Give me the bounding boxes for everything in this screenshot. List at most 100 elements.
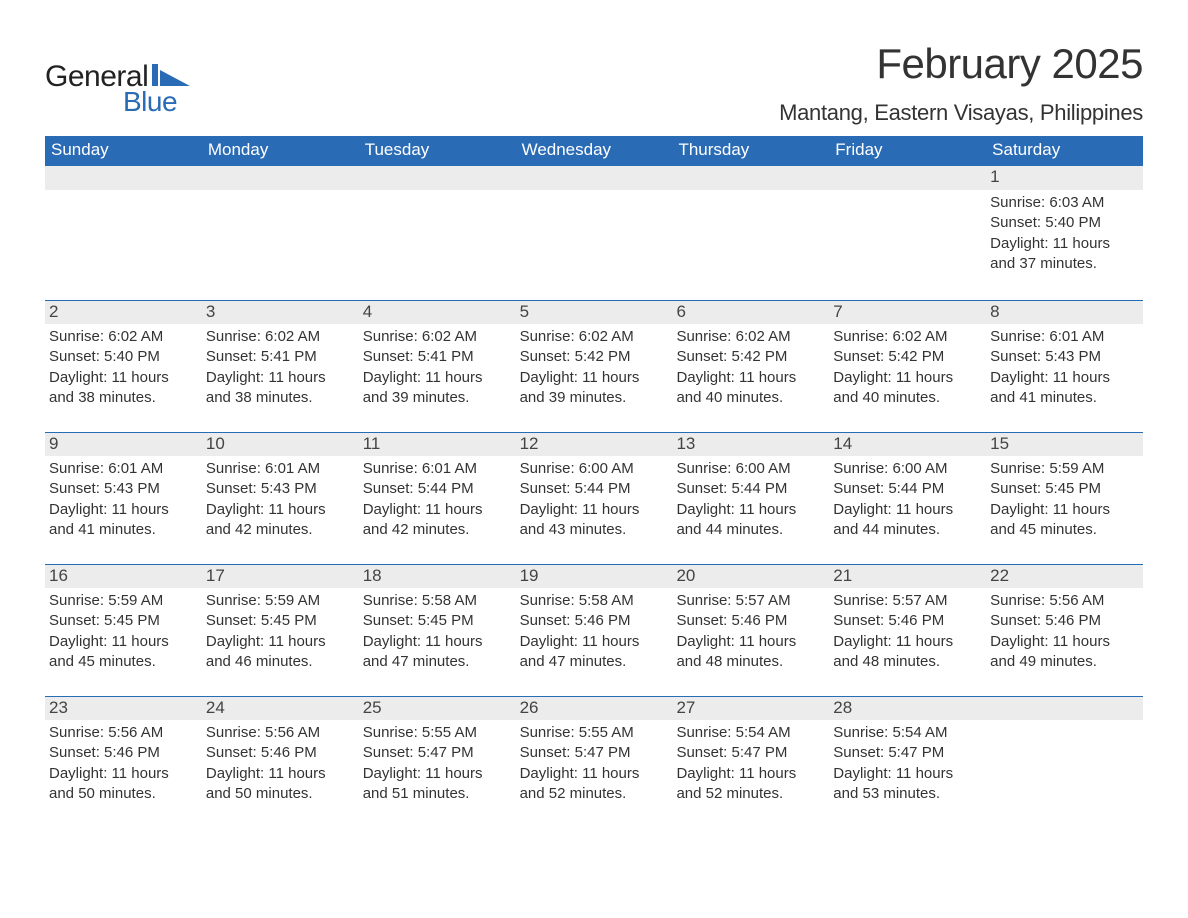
- sunset-text: Sunset: 5:44 PM: [833, 479, 982, 499]
- calendar-page: General Blue February 2025 Mantang, East…: [0, 0, 1188, 918]
- daylight-text: Daylight: 11 hours and 46 minutes.: [206, 632, 355, 673]
- week-row: Sunrise: 5:59 AMSunset: 5:45 PMDaylight:…: [45, 588, 1143, 696]
- day-cell: Sunrise: 5:59 AMSunset: 5:45 PMDaylight:…: [202, 588, 359, 696]
- daylight-text: Daylight: 11 hours and 39 minutes.: [520, 368, 669, 409]
- sunrise-text: Sunrise: 5:59 AM: [206, 591, 355, 611]
- weekday-header: Wednesday: [516, 136, 673, 166]
- sunrise-text: Sunrise: 6:03 AM: [990, 193, 1139, 213]
- daylight-text: Daylight: 11 hours and 49 minutes.: [990, 632, 1139, 673]
- sunrise-text: Sunrise: 6:02 AM: [520, 327, 669, 347]
- sunrise-text: Sunrise: 5:58 AM: [363, 591, 512, 611]
- day-number: 18: [359, 565, 516, 588]
- day-cell: [672, 190, 829, 300]
- logo-text-blue: Blue: [123, 86, 177, 118]
- daylight-text: Daylight: 11 hours and 40 minutes.: [833, 368, 982, 409]
- sunrise-text: Sunrise: 6:02 AM: [363, 327, 512, 347]
- day-number: 22: [986, 565, 1143, 588]
- day-cell: Sunrise: 5:58 AMSunset: 5:46 PMDaylight:…: [516, 588, 673, 696]
- day-cell: Sunrise: 6:02 AMSunset: 5:41 PMDaylight:…: [359, 324, 516, 432]
- daylight-text: Daylight: 11 hours and 45 minutes.: [990, 500, 1139, 541]
- day-number: 26: [516, 697, 673, 720]
- sunset-text: Sunset: 5:42 PM: [676, 347, 825, 367]
- day-cell: Sunrise: 5:55 AMSunset: 5:47 PMDaylight:…: [359, 720, 516, 828]
- daylight-text: Daylight: 11 hours and 50 minutes.: [206, 764, 355, 805]
- sunset-text: Sunset: 5:41 PM: [363, 347, 512, 367]
- sunrise-text: Sunrise: 6:02 AM: [833, 327, 982, 347]
- day-number: 24: [202, 697, 359, 720]
- logo: General Blue: [45, 60, 190, 118]
- week-row: Sunrise: 6:02 AMSunset: 5:40 PMDaylight:…: [45, 324, 1143, 432]
- daylight-text: Daylight: 11 hours and 42 minutes.: [206, 500, 355, 541]
- sunset-text: Sunset: 5:46 PM: [833, 611, 982, 631]
- sunrise-text: Sunrise: 6:02 AM: [49, 327, 198, 347]
- sunrise-text: Sunrise: 5:59 AM: [49, 591, 198, 611]
- day-number: [359, 166, 516, 190]
- day-cell: Sunrise: 5:54 AMSunset: 5:47 PMDaylight:…: [829, 720, 986, 828]
- day-number: 4: [359, 301, 516, 324]
- day-cell: [986, 720, 1143, 828]
- day-number: 9: [45, 433, 202, 456]
- day-cell: Sunrise: 6:00 AMSunset: 5:44 PMDaylight:…: [829, 456, 986, 564]
- day-number: 2: [45, 301, 202, 324]
- day-number-row: 9101112131415: [45, 432, 1143, 456]
- sunset-text: Sunset: 5:46 PM: [206, 743, 355, 763]
- sunset-text: Sunset: 5:46 PM: [520, 611, 669, 631]
- sunrise-text: Sunrise: 5:57 AM: [676, 591, 825, 611]
- day-cell: [359, 190, 516, 300]
- day-cell: Sunrise: 6:02 AMSunset: 5:40 PMDaylight:…: [45, 324, 202, 432]
- day-number: 14: [829, 433, 986, 456]
- day-cell: Sunrise: 5:56 AMSunset: 5:46 PMDaylight:…: [202, 720, 359, 828]
- day-number: 21: [829, 565, 986, 588]
- day-number-row: 232425262728: [45, 696, 1143, 720]
- week-row: Sunrise: 6:01 AMSunset: 5:43 PMDaylight:…: [45, 456, 1143, 564]
- sunset-text: Sunset: 5:45 PM: [990, 479, 1139, 499]
- day-cell: Sunrise: 5:57 AMSunset: 5:46 PMDaylight:…: [672, 588, 829, 696]
- week-row: Sunrise: 5:56 AMSunset: 5:46 PMDaylight:…: [45, 720, 1143, 828]
- day-cell: [829, 190, 986, 300]
- day-cell: Sunrise: 5:57 AMSunset: 5:46 PMDaylight:…: [829, 588, 986, 696]
- daylight-text: Daylight: 11 hours and 41 minutes.: [49, 500, 198, 541]
- sunset-text: Sunset: 5:47 PM: [363, 743, 512, 763]
- day-cell: Sunrise: 5:56 AMSunset: 5:46 PMDaylight:…: [45, 720, 202, 828]
- day-number: 25: [359, 697, 516, 720]
- sunrise-text: Sunrise: 5:55 AM: [520, 723, 669, 743]
- daylight-text: Daylight: 11 hours and 52 minutes.: [676, 764, 825, 805]
- sunrise-text: Sunrise: 6:00 AM: [676, 459, 825, 479]
- day-number: 12: [516, 433, 673, 456]
- sunrise-text: Sunrise: 6:01 AM: [49, 459, 198, 479]
- sunrise-text: Sunrise: 5:56 AM: [206, 723, 355, 743]
- sunset-text: Sunset: 5:46 PM: [676, 611, 825, 631]
- day-cell: Sunrise: 5:59 AMSunset: 5:45 PMDaylight:…: [986, 456, 1143, 564]
- daylight-text: Daylight: 11 hours and 48 minutes.: [676, 632, 825, 673]
- daylight-text: Daylight: 11 hours and 43 minutes.: [520, 500, 669, 541]
- day-number: 23: [45, 697, 202, 720]
- sunrise-text: Sunrise: 6:02 AM: [206, 327, 355, 347]
- day-number: 3: [202, 301, 359, 324]
- daylight-text: Daylight: 11 hours and 50 minutes.: [49, 764, 198, 805]
- sunrise-text: Sunrise: 6:01 AM: [990, 327, 1139, 347]
- sunrise-text: Sunrise: 5:59 AM: [990, 459, 1139, 479]
- sunrise-text: Sunrise: 6:00 AM: [833, 459, 982, 479]
- day-cell: [202, 190, 359, 300]
- day-number: 7: [829, 301, 986, 324]
- daylight-text: Daylight: 11 hours and 41 minutes.: [990, 368, 1139, 409]
- sunset-text: Sunset: 5:42 PM: [833, 347, 982, 367]
- weekday-header: Tuesday: [359, 136, 516, 166]
- day-number: 28: [829, 697, 986, 720]
- header: General Blue February 2025 Mantang, East…: [45, 40, 1143, 126]
- sunset-text: Sunset: 5:40 PM: [990, 213, 1139, 233]
- daylight-text: Daylight: 11 hours and 39 minutes.: [363, 368, 512, 409]
- sunset-text: Sunset: 5:42 PM: [520, 347, 669, 367]
- sunset-text: Sunset: 5:45 PM: [363, 611, 512, 631]
- sunset-text: Sunset: 5:44 PM: [676, 479, 825, 499]
- daylight-text: Daylight: 11 hours and 47 minutes.: [363, 632, 512, 673]
- sunset-text: Sunset: 5:45 PM: [206, 611, 355, 631]
- daylight-text: Daylight: 11 hours and 44 minutes.: [676, 500, 825, 541]
- day-cell: Sunrise: 6:01 AMSunset: 5:43 PMDaylight:…: [45, 456, 202, 564]
- daylight-text: Daylight: 11 hours and 44 minutes.: [833, 500, 982, 541]
- sunset-text: Sunset: 5:43 PM: [206, 479, 355, 499]
- day-number: [829, 166, 986, 190]
- sunset-text: Sunset: 5:47 PM: [520, 743, 669, 763]
- sunrise-text: Sunrise: 6:00 AM: [520, 459, 669, 479]
- sunset-text: Sunset: 5:44 PM: [520, 479, 669, 499]
